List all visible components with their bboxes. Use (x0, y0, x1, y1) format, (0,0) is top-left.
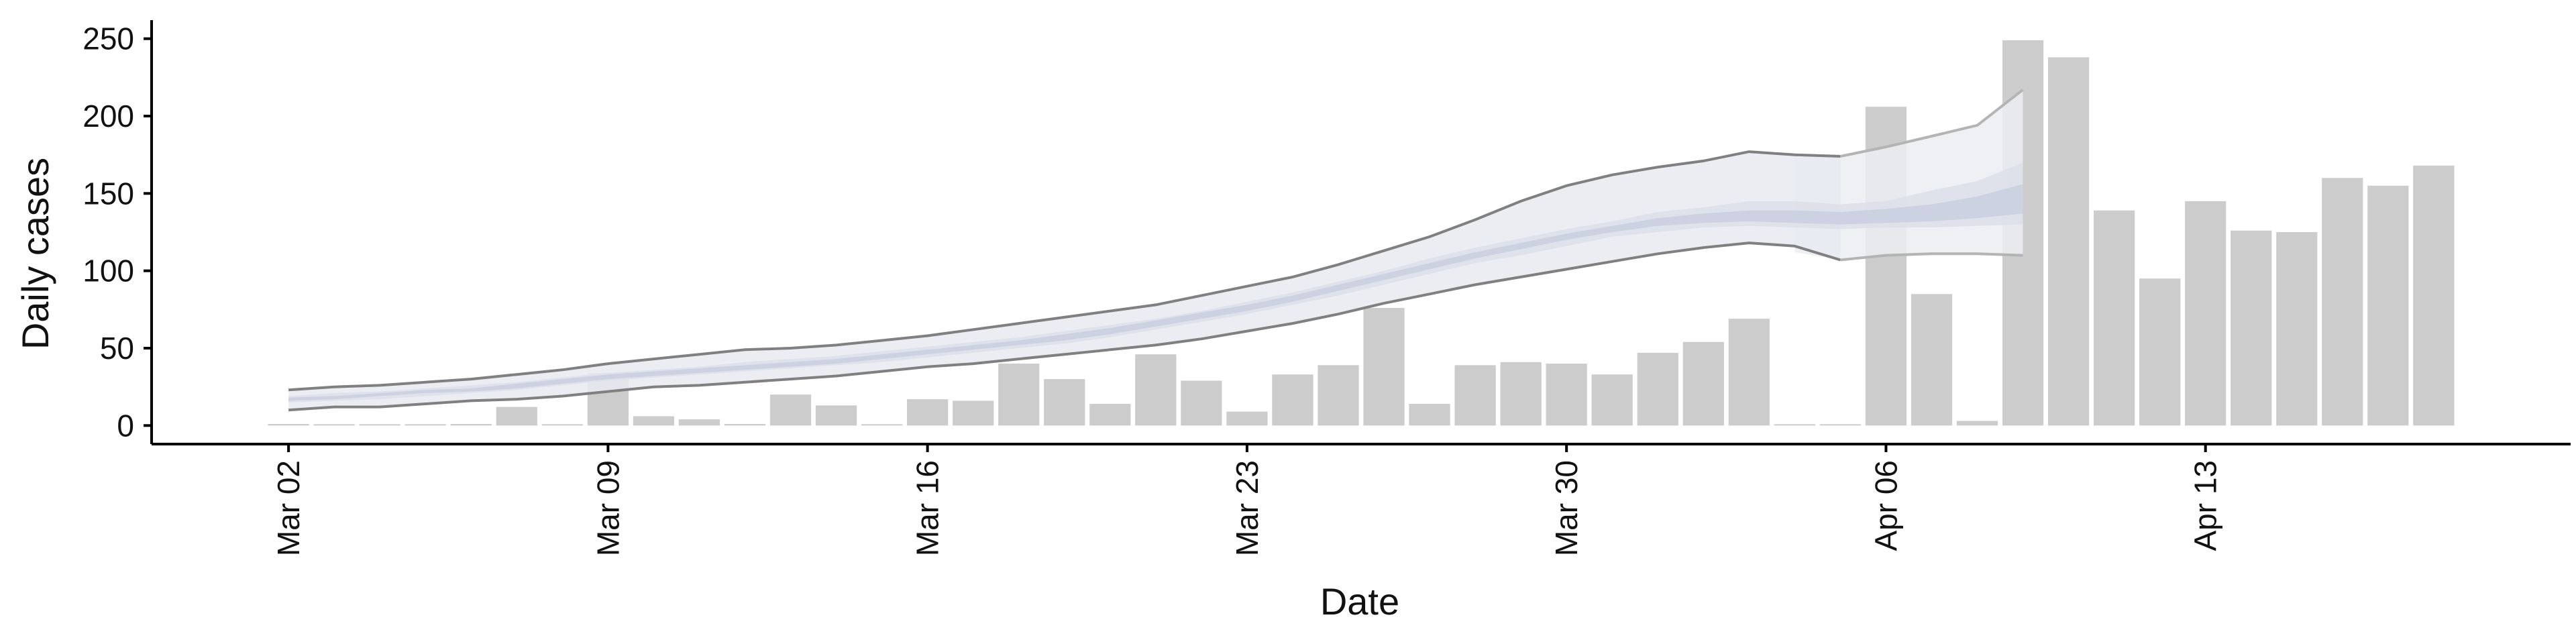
bar (1728, 319, 1770, 426)
y-axis-ticks: 0 50 100 150 200 250 (83, 21, 152, 443)
bar (953, 400, 994, 426)
interval-band (288, 152, 1841, 411)
interval-bound-line (288, 150, 1841, 392)
bar (450, 424, 492, 426)
bar (2185, 201, 2226, 426)
bar (541, 424, 583, 426)
bar (1591, 374, 1633, 426)
interval-bound-line (288, 241, 1841, 412)
bar (1089, 404, 1131, 426)
bar (678, 419, 720, 426)
axes-layer (150, 20, 2571, 445)
bar (2322, 178, 2363, 426)
x-tick-label: Apr 06 (1868, 460, 1903, 551)
bar (1318, 365, 1359, 426)
bar (1363, 308, 1405, 426)
bar (1044, 379, 1085, 426)
bar (2231, 230, 2272, 426)
y-tick-label: 0 (117, 408, 134, 443)
bar (998, 364, 1040, 426)
y-tick-label: 150 (83, 176, 134, 211)
y-tick-label: 200 (83, 99, 134, 133)
x-tick-label: Mar 30 (1549, 460, 1584, 556)
bar (2094, 210, 2135, 426)
bar (2276, 232, 2318, 426)
x-axis-title: Date (1320, 580, 1399, 623)
bar (359, 424, 400, 426)
bar (2413, 165, 2455, 426)
x-axis-ticks: Mar 02 Mar 09 Mar 16 Mar 23 Mar 30 Apr 06 Apr … (271, 444, 2223, 556)
y-tick-label: 250 (83, 21, 134, 56)
bar (769, 394, 812, 426)
bar (2139, 278, 2181, 426)
bar (313, 424, 355, 426)
bar (861, 424, 903, 426)
bands-layer (288, 89, 2023, 411)
bar (1454, 365, 1496, 426)
x-tick-label: Mar 23 (1230, 460, 1265, 556)
bar (2047, 57, 2090, 426)
y-tick-label: 50 (100, 331, 134, 366)
interval-bound-line (1839, 89, 2024, 158)
bar (1409, 404, 1450, 426)
bar (1226, 411, 1268, 426)
bar (633, 416, 675, 426)
x-tick-label: Mar 16 (910, 460, 945, 556)
bar (496, 407, 537, 426)
bar (2367, 185, 2409, 426)
interval-bound-line (1840, 252, 2023, 262)
bar (815, 405, 857, 426)
y-axis-title: Daily cases (14, 158, 56, 350)
bar (1546, 364, 1587, 426)
bar (1135, 354, 1177, 426)
bar (1682, 341, 1724, 426)
lines-layer (288, 89, 2024, 412)
bar (1911, 294, 1953, 426)
x-tick-label: Mar 09 (590, 460, 625, 556)
bar (1500, 362, 1542, 426)
bar (1637, 352, 1678, 426)
bar (405, 424, 446, 426)
y-tick-label: 100 (83, 254, 134, 288)
bar (1956, 421, 1998, 426)
bars-layer (268, 40, 2455, 426)
bar (1819, 424, 1862, 426)
bar (1181, 380, 1222, 426)
bar (1774, 424, 1815, 426)
x-tick-label: Apr 13 (2188, 460, 2223, 551)
bar (268, 424, 309, 426)
bar (1272, 374, 1313, 426)
x-tick-label: Mar 02 (271, 460, 306, 556)
bar (724, 424, 766, 426)
bar (907, 399, 949, 426)
